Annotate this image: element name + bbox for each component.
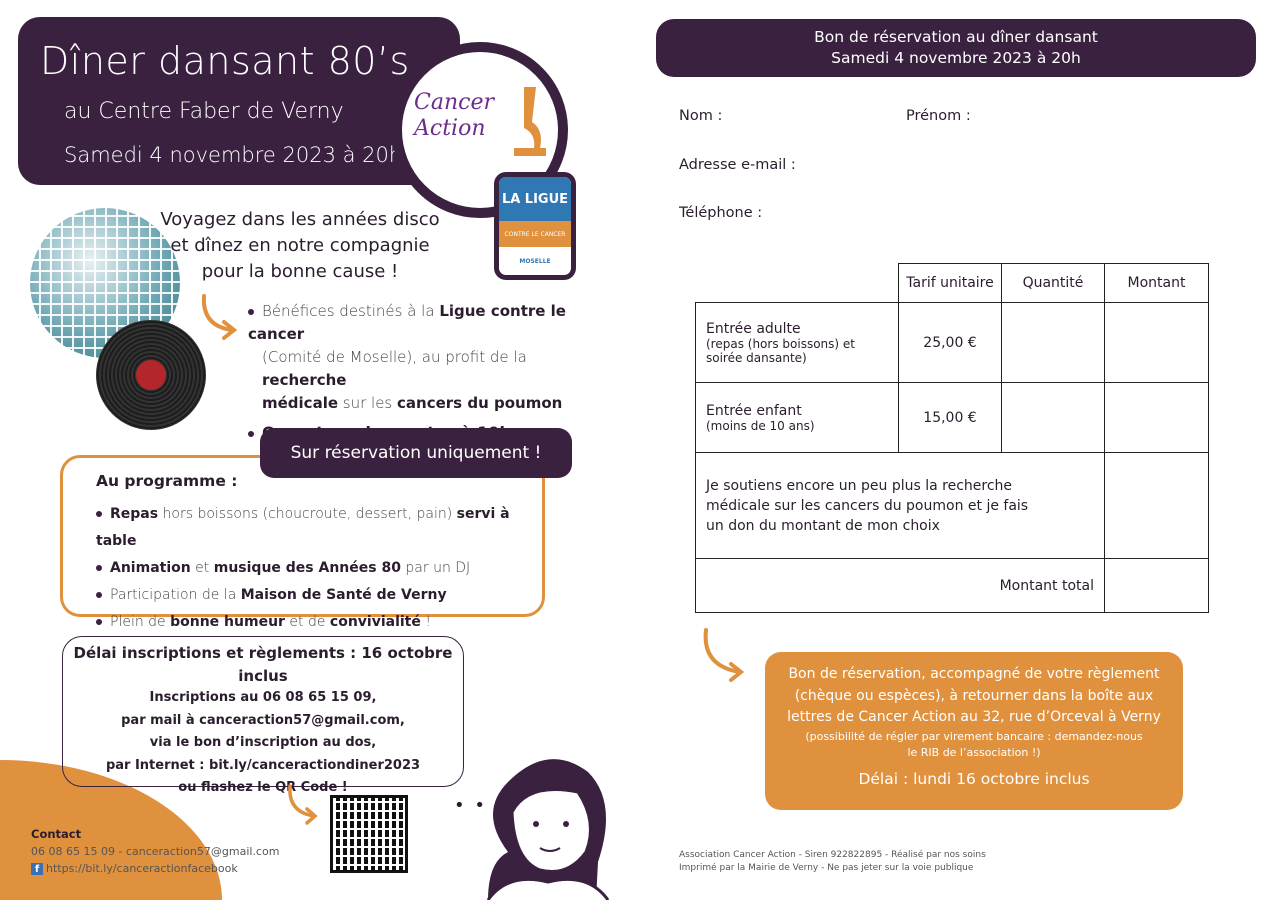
facebook-link[interactable]: https://bit.ly/canceractionfacebook (46, 862, 238, 875)
ligue-logo-mid: CONTRE LE CANCER (499, 221, 571, 247)
deadline-line: ou flashez le QR Code ! (178, 780, 348, 795)
event-title: Dîner dansant 80’s (40, 39, 410, 83)
logo-text: Cancer Action (414, 90, 494, 141)
child-amount-cell[interactable] (1104, 382, 1209, 453)
form-header: Bon de réservation au dîner dansant Same… (656, 19, 1256, 77)
ligue-logo-top: LA LIGUE (499, 177, 571, 221)
programme-item: Repas hors boissons (choucroute, dessert… (96, 506, 510, 549)
deadline-line: par Internet : bit.ly/canceractiondiner2… (105, 757, 421, 773)
reservation-only-banner: Sur réservation uniquement ! (260, 428, 572, 478)
instructions-box: Bon de réservation, accompagné de votre … (765, 652, 1183, 810)
donation-text: Je soutiens encore un peu plus la recher… (695, 452, 1105, 559)
child-price: 15,00 € (898, 382, 1002, 453)
donation-amount-cell[interactable] (1104, 452, 1209, 559)
flyer-header: Dîner dansant 80’s au Centre Faber de Ve… (18, 17, 460, 185)
table-row: Entrée enfant (moins de 10 ans) 15,00 € (695, 382, 1209, 453)
form-deadline: Délai : lundi 16 octobre inclus (858, 769, 1090, 788)
programme-title: Au programme : (96, 472, 238, 490)
benefits-list: Bénéfices destinés à la Ligue contre le … (248, 300, 598, 444)
curved-arrow-icon (201, 294, 238, 340)
contact-phone-email: 06 08 65 15 09 - canceraction57@gmail.co… (31, 845, 280, 858)
deadline-box: Délai inscriptions et règlements : 16 oc… (62, 636, 464, 795)
ligue-logo-bottom: MOSELLE (519, 257, 551, 265)
table-row: Entrée adulte (repas (hors boissons) et s… (695, 302, 1209, 383)
table-row: Je soutiens encore un peu plus la recher… (695, 452, 1209, 559)
intro-line: Voyagez dans les années disco (160, 209, 440, 230)
qr-code[interactable] (330, 795, 408, 873)
microscope-icon (514, 87, 546, 156)
adult-quantity-cell[interactable] (1001, 302, 1105, 383)
event-venue: au Centre Faber de Verny (64, 99, 344, 124)
deadline-line: Inscriptions au 06 08 65 15 09, (149, 690, 377, 705)
ligue-logo: LA LIGUE CONTRE LE CANCER MOSELLE (494, 172, 576, 280)
form-title: Bon de réservation au dîner dansant (814, 28, 1098, 46)
email-field[interactable]: Adresse e-mail : (679, 157, 796, 173)
table-row: Montant total (695, 558, 1209, 613)
footer: Association Cancer Action - Siren 922822… (679, 850, 986, 873)
prenom-field[interactable]: Prénom : (906, 108, 971, 124)
event-date: Samedi 4 novembre 2023 à 20h (64, 143, 403, 167)
intro-line: pour la bonne cause ! (201, 261, 399, 282)
header-quantity: Quantité (1001, 263, 1105, 303)
nom-field[interactable]: Nom : (679, 108, 723, 124)
programme-item: Plein de bonne humeur et de convivialité… (96, 609, 536, 636)
header-amount: Montant (1104, 263, 1209, 303)
total-label: Montant total (695, 558, 1105, 613)
programme-box: Au programme : Repas hors boissons (chou… (60, 455, 545, 630)
person-illustration (486, 759, 610, 900)
curved-arrow-icon (703, 628, 745, 682)
deadline-title: Délai inscriptions et règlements : 16 oc… (73, 644, 453, 685)
contact-title: Contact (31, 827, 82, 841)
curved-arrow-icon (288, 784, 318, 825)
header-unit-price: Tarif unitaire (898, 263, 1002, 303)
form-date: Samedi 4 novembre 2023 à 20h (831, 49, 1081, 67)
deadline-line: par mail à canceraction57@gmail.com, (121, 712, 405, 728)
programme-item: Animation et musique des Années 80 par u… (96, 555, 536, 582)
deadline-line: via le bon d’inscription au dos, (149, 735, 377, 750)
vinyl-record-image (96, 320, 206, 430)
total-amount-cell[interactable] (1104, 558, 1209, 613)
pricing-table: Tarif unitaire Quantité Montant Entrée a… (695, 263, 1209, 613)
intro-line: et dînez en notre compagnie (170, 235, 430, 256)
telephone-field[interactable]: Téléphone : (679, 205, 763, 221)
adult-price: 25,00 € (898, 302, 1002, 383)
cancer-action-logo: Cancer Action (392, 42, 568, 218)
contact-block: Contact 06 08 65 15 09 - canceraction57@… (31, 826, 279, 877)
facebook-icon: f (31, 863, 43, 875)
ellipsis-decoration: • • (454, 795, 487, 816)
programme-list: Repas hors boissons (choucroute, dessert… (96, 501, 536, 636)
intro-text: Voyagez dans les années disco et dînez e… (150, 207, 450, 285)
programme-item: Participation de la Maison de Santé de V… (96, 582, 536, 609)
adult-amount-cell[interactable] (1104, 302, 1209, 383)
child-quantity-cell[interactable] (1001, 382, 1105, 453)
